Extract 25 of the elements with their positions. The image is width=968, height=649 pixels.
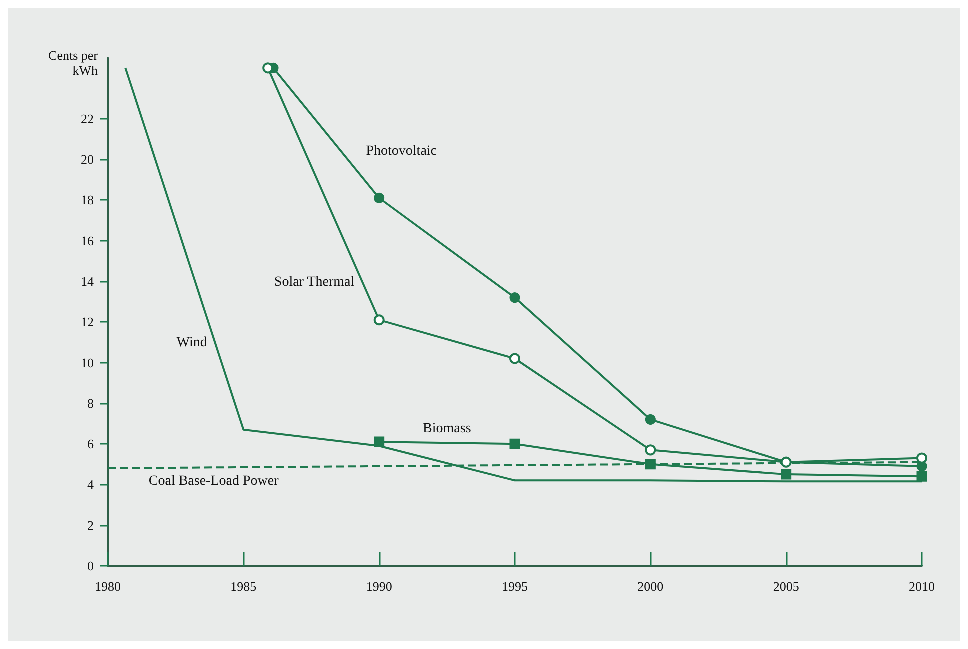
- y-tick-label: 18: [81, 192, 94, 208]
- y-tick-label: 10: [81, 355, 94, 370]
- x-tick-label: 1990: [366, 579, 392, 594]
- y-tick-label: 22: [81, 111, 94, 126]
- y-tick-label: 20: [81, 152, 94, 168]
- y-tick-label: 6: [88, 436, 94, 452]
- y-tick-label: 0: [88, 558, 94, 574]
- series-label: Biomass: [423, 422, 472, 437]
- x-tick-label: 2005: [773, 579, 800, 594]
- y-tick-label: 4: [88, 477, 94, 492]
- series-label: Wind: [176, 336, 208, 351]
- series-label: Coal Base-Load Power: [148, 474, 280, 490]
- y-tick-label: 14: [81, 274, 94, 290]
- x-tick-label: 2010: [909, 579, 935, 594]
- y-tick-label: 8: [88, 396, 94, 411]
- y-axis-title: Cents per kWh: [48, 48, 99, 78]
- series-label: Solar Thermal: [274, 274, 355, 290]
- y-tick-label: 16: [81, 233, 94, 248]
- y-tick-label: 2: [88, 518, 94, 533]
- x-tick-label: 1980: [95, 579, 121, 594]
- x-tick-label: 1995: [502, 579, 528, 594]
- y-tick-label: 12: [81, 314, 94, 330]
- series-label: Photovoltaic: [366, 144, 438, 159]
- x-tick-label: 1985: [230, 579, 257, 594]
- x-tick-label: 2000: [638, 579, 664, 594]
